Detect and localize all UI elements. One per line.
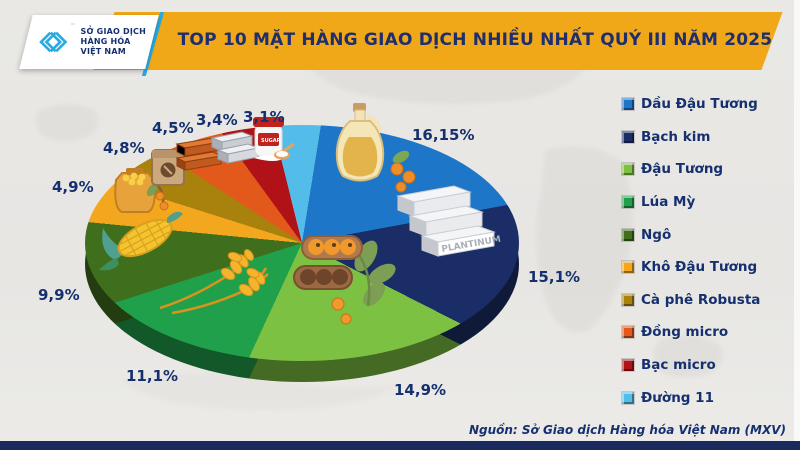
- wheat-illustration: [159, 249, 269, 315]
- legend-swatch-bac-micro: [621, 358, 635, 373]
- trademark-symbol: ™: [70, 23, 76, 29]
- legend-swatch-lua-my: [621, 195, 635, 210]
- legend-item: Bạch kim: [621, 121, 794, 154]
- pie-label-bac-micro: 3,4%: [196, 111, 238, 129]
- legend-swatch-kho-dau-tuong: [621, 260, 635, 275]
- legend-item: Đồng micro: [621, 316, 794, 349]
- legend-swatch-dau-tuong: [621, 162, 635, 177]
- footer-bar: [0, 441, 800, 450]
- oil-bottle-illustration: [335, 103, 416, 193]
- pie-label-dong-micro: 4,5%: [152, 119, 194, 137]
- legend-swatch-dau-dau-tuong: [621, 97, 635, 112]
- legend-swatch-dong-micro: [621, 325, 635, 340]
- legend-swatch-ca-phe-robusta: [621, 292, 635, 307]
- mxv-logo-icon: [39, 31, 68, 53]
- legend-swatch-ngo: [621, 227, 635, 242]
- legend-item: Ngô: [621, 218, 794, 251]
- mxv-logo-card: ™ SỞ GIAO DỊCH HÀNG HÓA VIỆT NAM: [19, 15, 159, 69]
- pie-label-ngo: 9,9%: [38, 286, 80, 304]
- legend-swatch-duong-11: [621, 390, 635, 405]
- platinum-bars-illustration: PLANTINUM: [396, 185, 502, 257]
- pie-label-ca-phe-robusta: 4,8%: [103, 139, 145, 157]
- source-credit: Nguồn: Sở Giao dịch Hàng hóa Việt Nam (M…: [468, 423, 786, 437]
- coffee-bag-illustration: [151, 149, 185, 186]
- pie-label-dau-dau-tuong: 16,15%: [412, 126, 475, 144]
- legend-item: Đậu Tương: [621, 153, 794, 186]
- pie-label-bach-kim: 15,1%: [528, 268, 581, 286]
- legend-item: Cà phê Robusta: [621, 284, 794, 317]
- right-edge-strip: [794, 0, 800, 450]
- pie-label-duong-11: 3,1%: [243, 108, 285, 126]
- legend-item: Bạc micro: [621, 349, 794, 382]
- legend-item: Đường 11: [621, 381, 794, 414]
- silver-bars-illustration: [210, 131, 260, 164]
- pie-label-dau-tuong: 14,9%: [394, 381, 447, 399]
- legend-item: Dầu Đậu Tương: [621, 88, 794, 121]
- soybean-pods-illustration: [293, 235, 396, 325]
- logo-text: SỞ GIAO DỊCH HÀNG HÓA VIỆT NAM: [80, 27, 146, 56]
- legend-item: Khô Đậu Tương: [621, 251, 794, 284]
- corn-illustration: [99, 211, 183, 271]
- pie-label-kho-dau-tuong: 4,9%: [52, 178, 94, 196]
- grain-sack-illustration: [114, 168, 169, 213]
- sugar-jar-label: SUGAR: [261, 138, 281, 144]
- sugar-jar-illustration: SUGAR: [253, 117, 295, 161]
- legend-swatch-bach-kim: [621, 129, 635, 144]
- legend-item: Lúa Mỳ: [621, 186, 794, 219]
- legend: Dầu Đậu Tương Bạch kim Đậu Tương Lúa Mỳ …: [621, 88, 794, 414]
- pie-label-lua-my: 11,1%: [126, 367, 179, 385]
- chart-title: TOP 10 MẶT HÀNG GIAO DỊCH NHIỀU NHẤT QUÝ…: [177, 30, 773, 50]
